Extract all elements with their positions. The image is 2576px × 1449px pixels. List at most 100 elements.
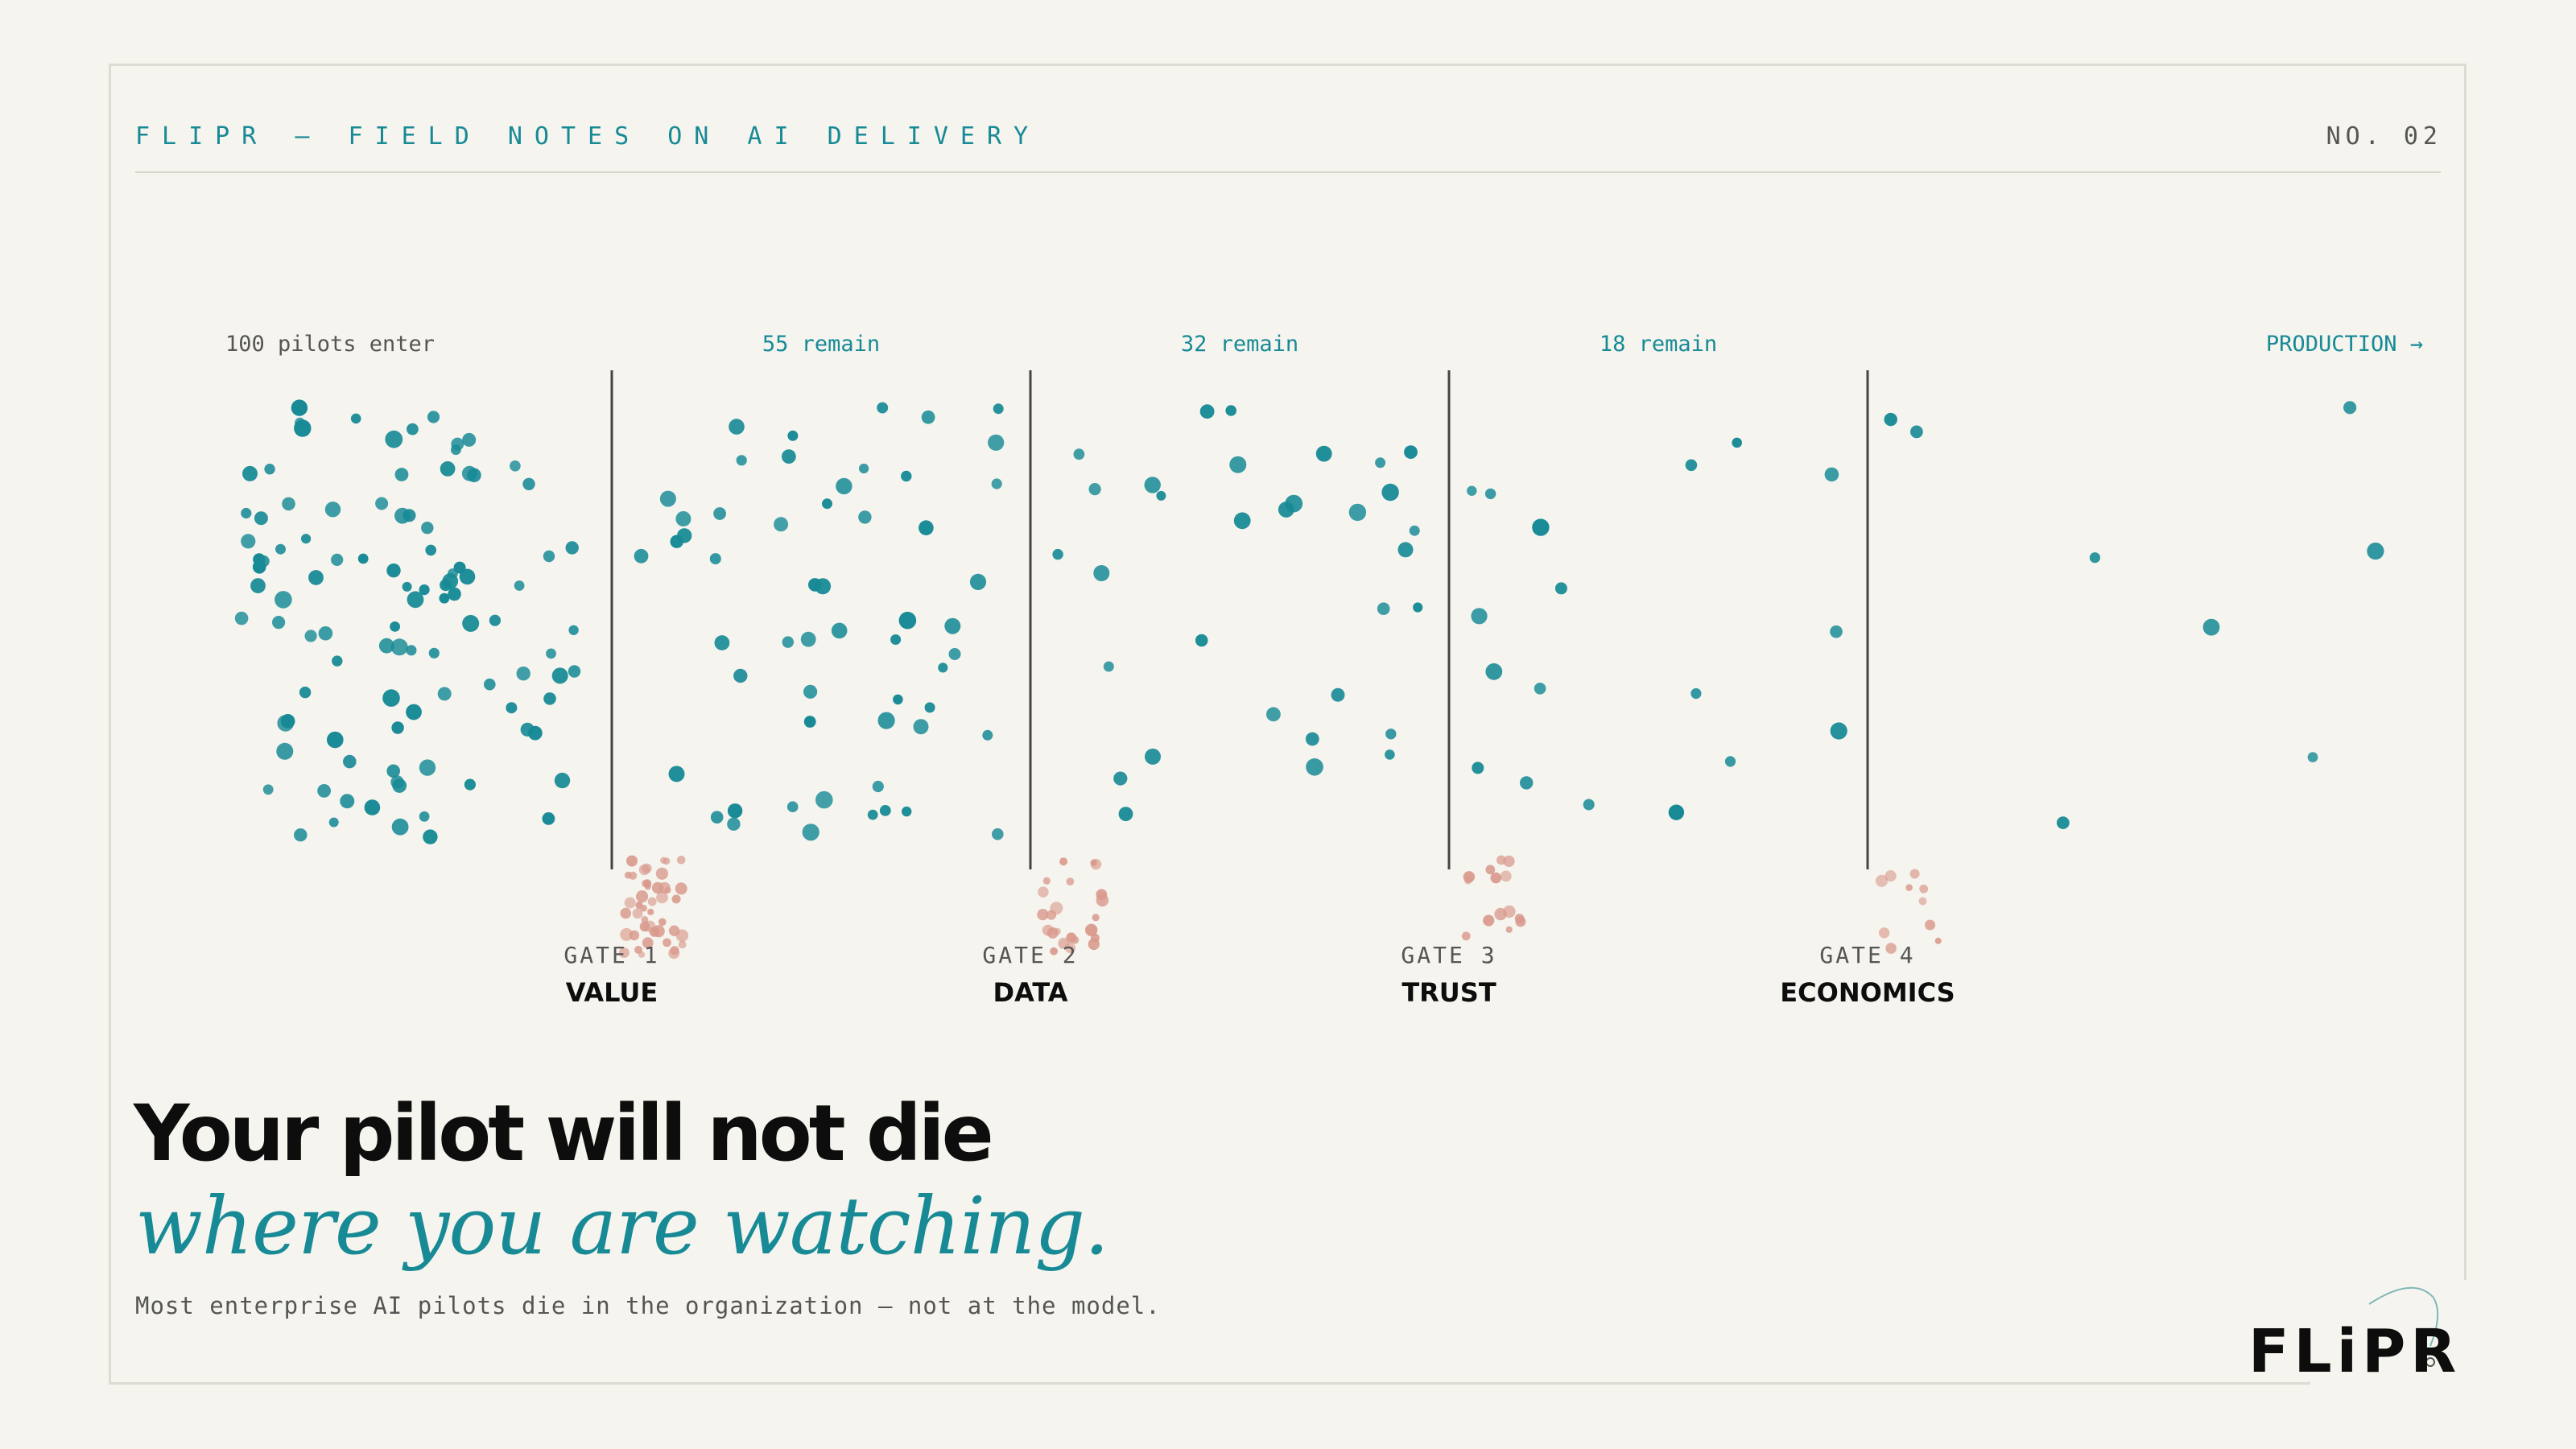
pilot-dot	[802, 824, 819, 841]
pilot-dot	[1315, 445, 1332, 462]
pilot-dot	[386, 764, 401, 778]
pilot-dot	[877, 712, 895, 729]
pilot-dot	[1377, 602, 1390, 615]
stage-3-label: 32 remain	[1181, 332, 1298, 357]
pilot-dot	[1088, 483, 1101, 496]
pilot-dot	[1073, 448, 1085, 460]
pilot-dot	[254, 511, 268, 526]
pilot-dot	[898, 611, 917, 630]
orbit-arc-icon	[2368, 1286, 2439, 1367]
pilot-dot	[733, 668, 748, 683]
rejected-pilot-dot	[651, 881, 664, 894]
pilot-dot	[1052, 548, 1063, 560]
pilot-dot	[1306, 758, 1323, 776]
headline: Your pilot will not die	[134, 1088, 994, 1179]
pilot-dot	[877, 402, 889, 414]
rejected-pilot-dot	[1500, 870, 1512, 882]
pilot-dot	[453, 561, 466, 574]
pilot-dot	[710, 811, 724, 824]
rejected-pilot-dot	[1038, 886, 1049, 898]
pilot-dot	[527, 725, 543, 741]
rejected-pilot-dot	[1059, 857, 1068, 866]
rejected-pilot-dot	[1483, 914, 1495, 927]
pilot-dot	[522, 477, 535, 490]
pilot-dot	[991, 478, 1002, 489]
pilot-dot	[859, 463, 869, 474]
pilot-dot	[1118, 807, 1133, 821]
gate-1-name: VALUE	[566, 977, 658, 1008]
pilot-dot	[1348, 503, 1367, 522]
pilot-dot	[831, 622, 848, 639]
rejected-pilot-dot	[1050, 947, 1058, 956]
rejected-pilot-dot	[620, 927, 634, 941]
pilot-dot	[808, 578, 822, 592]
pilot-dot	[1884, 412, 1897, 427]
pilot-dot	[423, 829, 438, 844]
rejected-pilot-dot	[675, 882, 687, 895]
pilot-dot	[382, 689, 400, 707]
pilot-dot	[378, 638, 394, 654]
rejected-pilot-dot	[676, 855, 686, 865]
pilot-dot	[364, 799, 381, 815]
rejected-pilot-dot	[656, 891, 668, 904]
rejected-pilot-dot	[1088, 938, 1100, 951]
pilot-dot	[390, 775, 404, 789]
pilot-dot	[1285, 494, 1303, 513]
pilot-dot	[554, 772, 571, 789]
pilot-dot	[872, 780, 884, 793]
pilot-dot	[419, 584, 430, 596]
pilot-dot	[484, 678, 496, 691]
rejected-pilot-dot	[632, 908, 643, 919]
pilot-dot	[1195, 634, 1208, 647]
pilot-dot	[419, 811, 430, 822]
pilot-dot	[343, 754, 357, 769]
pilot-dot	[241, 507, 252, 519]
pilot-dot	[301, 534, 312, 544]
pilot-dot	[331, 553, 344, 567]
pilot-dot	[1145, 748, 1161, 765]
pilot-dot	[394, 507, 411, 524]
pilot-dot	[568, 665, 581, 678]
pilot-dot	[1732, 437, 1742, 448]
pilot-dot	[407, 591, 424, 609]
pilot-dot	[1385, 729, 1397, 740]
pilot-dot	[2307, 752, 2318, 762]
pilot-dot	[551, 667, 568, 684]
pilot-dot	[462, 432, 477, 447]
gate-3-number: GATE 3	[1401, 942, 1496, 968]
rejected-pilot-dot	[1885, 943, 1897, 954]
rejected-pilot-dot	[1464, 877, 1472, 885]
pilot-dot	[386, 564, 401, 578]
pilot-dot	[921, 410, 935, 424]
pilot-dot	[1534, 683, 1546, 695]
pilot-dot	[1144, 477, 1161, 493]
subheadline: Most enterprise AI pilots die in the org…	[135, 1292, 1161, 1319]
rejected-pilot-dot	[1085, 923, 1098, 937]
pilot-dot	[992, 828, 1004, 840]
header-divider	[135, 171, 2441, 173]
pilot-dot	[1266, 707, 1281, 722]
pilot-dot	[1824, 467, 1839, 482]
gate-4-number: GATE 4	[1819, 942, 1915, 968]
rejected-pilot-dot	[678, 940, 687, 949]
rejected-pilot-dot	[658, 918, 667, 927]
pilot-dot	[428, 647, 440, 658]
pilot-dot	[836, 477, 852, 495]
rejected-pilot-dot	[1875, 874, 1888, 887]
pilot-dot	[1685, 459, 1698, 472]
pilot-dot	[675, 511, 691, 526]
pilot-dot	[1375, 457, 1386, 469]
pilot-dot	[327, 731, 344, 749]
rejected-pilot-dot	[642, 879, 650, 888]
pilot-dot	[565, 541, 579, 555]
pilot-dot	[489, 614, 502, 626]
pilot-dot	[1668, 804, 1685, 820]
rejected-pilot-dot	[1494, 907, 1507, 921]
pilot-dot	[988, 434, 1005, 451]
pilot-dot	[782, 449, 796, 464]
pilot-dot	[340, 794, 355, 809]
pilot-dot	[328, 817, 339, 828]
pilot-dot	[948, 648, 961, 660]
pilot-dot	[1690, 687, 1702, 700]
pilot-dot	[969, 573, 987, 591]
